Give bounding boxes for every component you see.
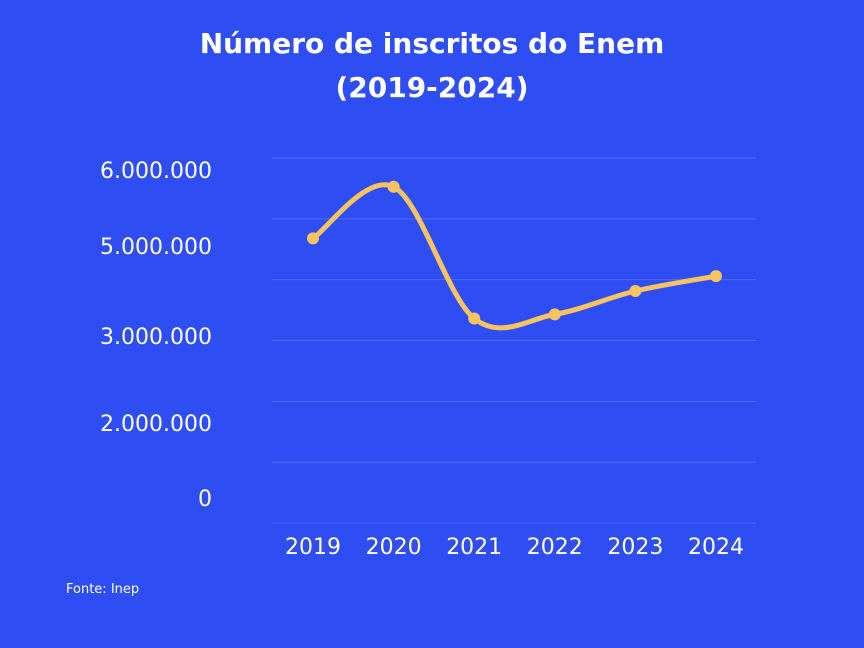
data-point bbox=[710, 270, 722, 283]
chart-title: Número de inscritos do Enem (2019-2024) bbox=[0, 22, 864, 110]
x-tick-label: 2024 bbox=[688, 535, 744, 560]
data-point bbox=[307, 232, 319, 245]
data-point bbox=[548, 308, 561, 321]
x-tick-label: 2023 bbox=[607, 535, 663, 560]
y-axis-ticks: 0 2.000.000 3.000.000 5.000.000 6.000.000 bbox=[100, 159, 212, 512]
gridlines bbox=[272, 157, 756, 524]
x-tick-label: 2019 bbox=[285, 535, 341, 560]
source-note: Fonte: Inep bbox=[66, 582, 140, 597]
x-axis-ticks: 2019 2020 2021 2022 2023 2024 bbox=[285, 535, 744, 560]
y-tick-label: 5.000.000 bbox=[100, 235, 212, 260]
y-tick-label: 2.000.000 bbox=[100, 412, 212, 437]
x-tick-label: 2022 bbox=[527, 535, 583, 560]
x-tick-label: 2021 bbox=[446, 535, 502, 560]
series-line bbox=[310, 182, 719, 331]
y-tick-label: 3.000.000 bbox=[100, 325, 212, 350]
chart-title-line-1: Número de inscritos do Enem bbox=[199, 27, 665, 60]
chart-title-line-2: (2019-2024) bbox=[335, 71, 529, 104]
x-tick-label: 2020 bbox=[366, 535, 422, 560]
y-tick-label: 0 bbox=[198, 487, 212, 512]
y-tick-label: 6.000.000 bbox=[100, 159, 212, 184]
data-point bbox=[468, 312, 481, 325]
data-point bbox=[387, 180, 400, 193]
series-layer bbox=[307, 180, 722, 331]
data-point bbox=[629, 285, 642, 297]
